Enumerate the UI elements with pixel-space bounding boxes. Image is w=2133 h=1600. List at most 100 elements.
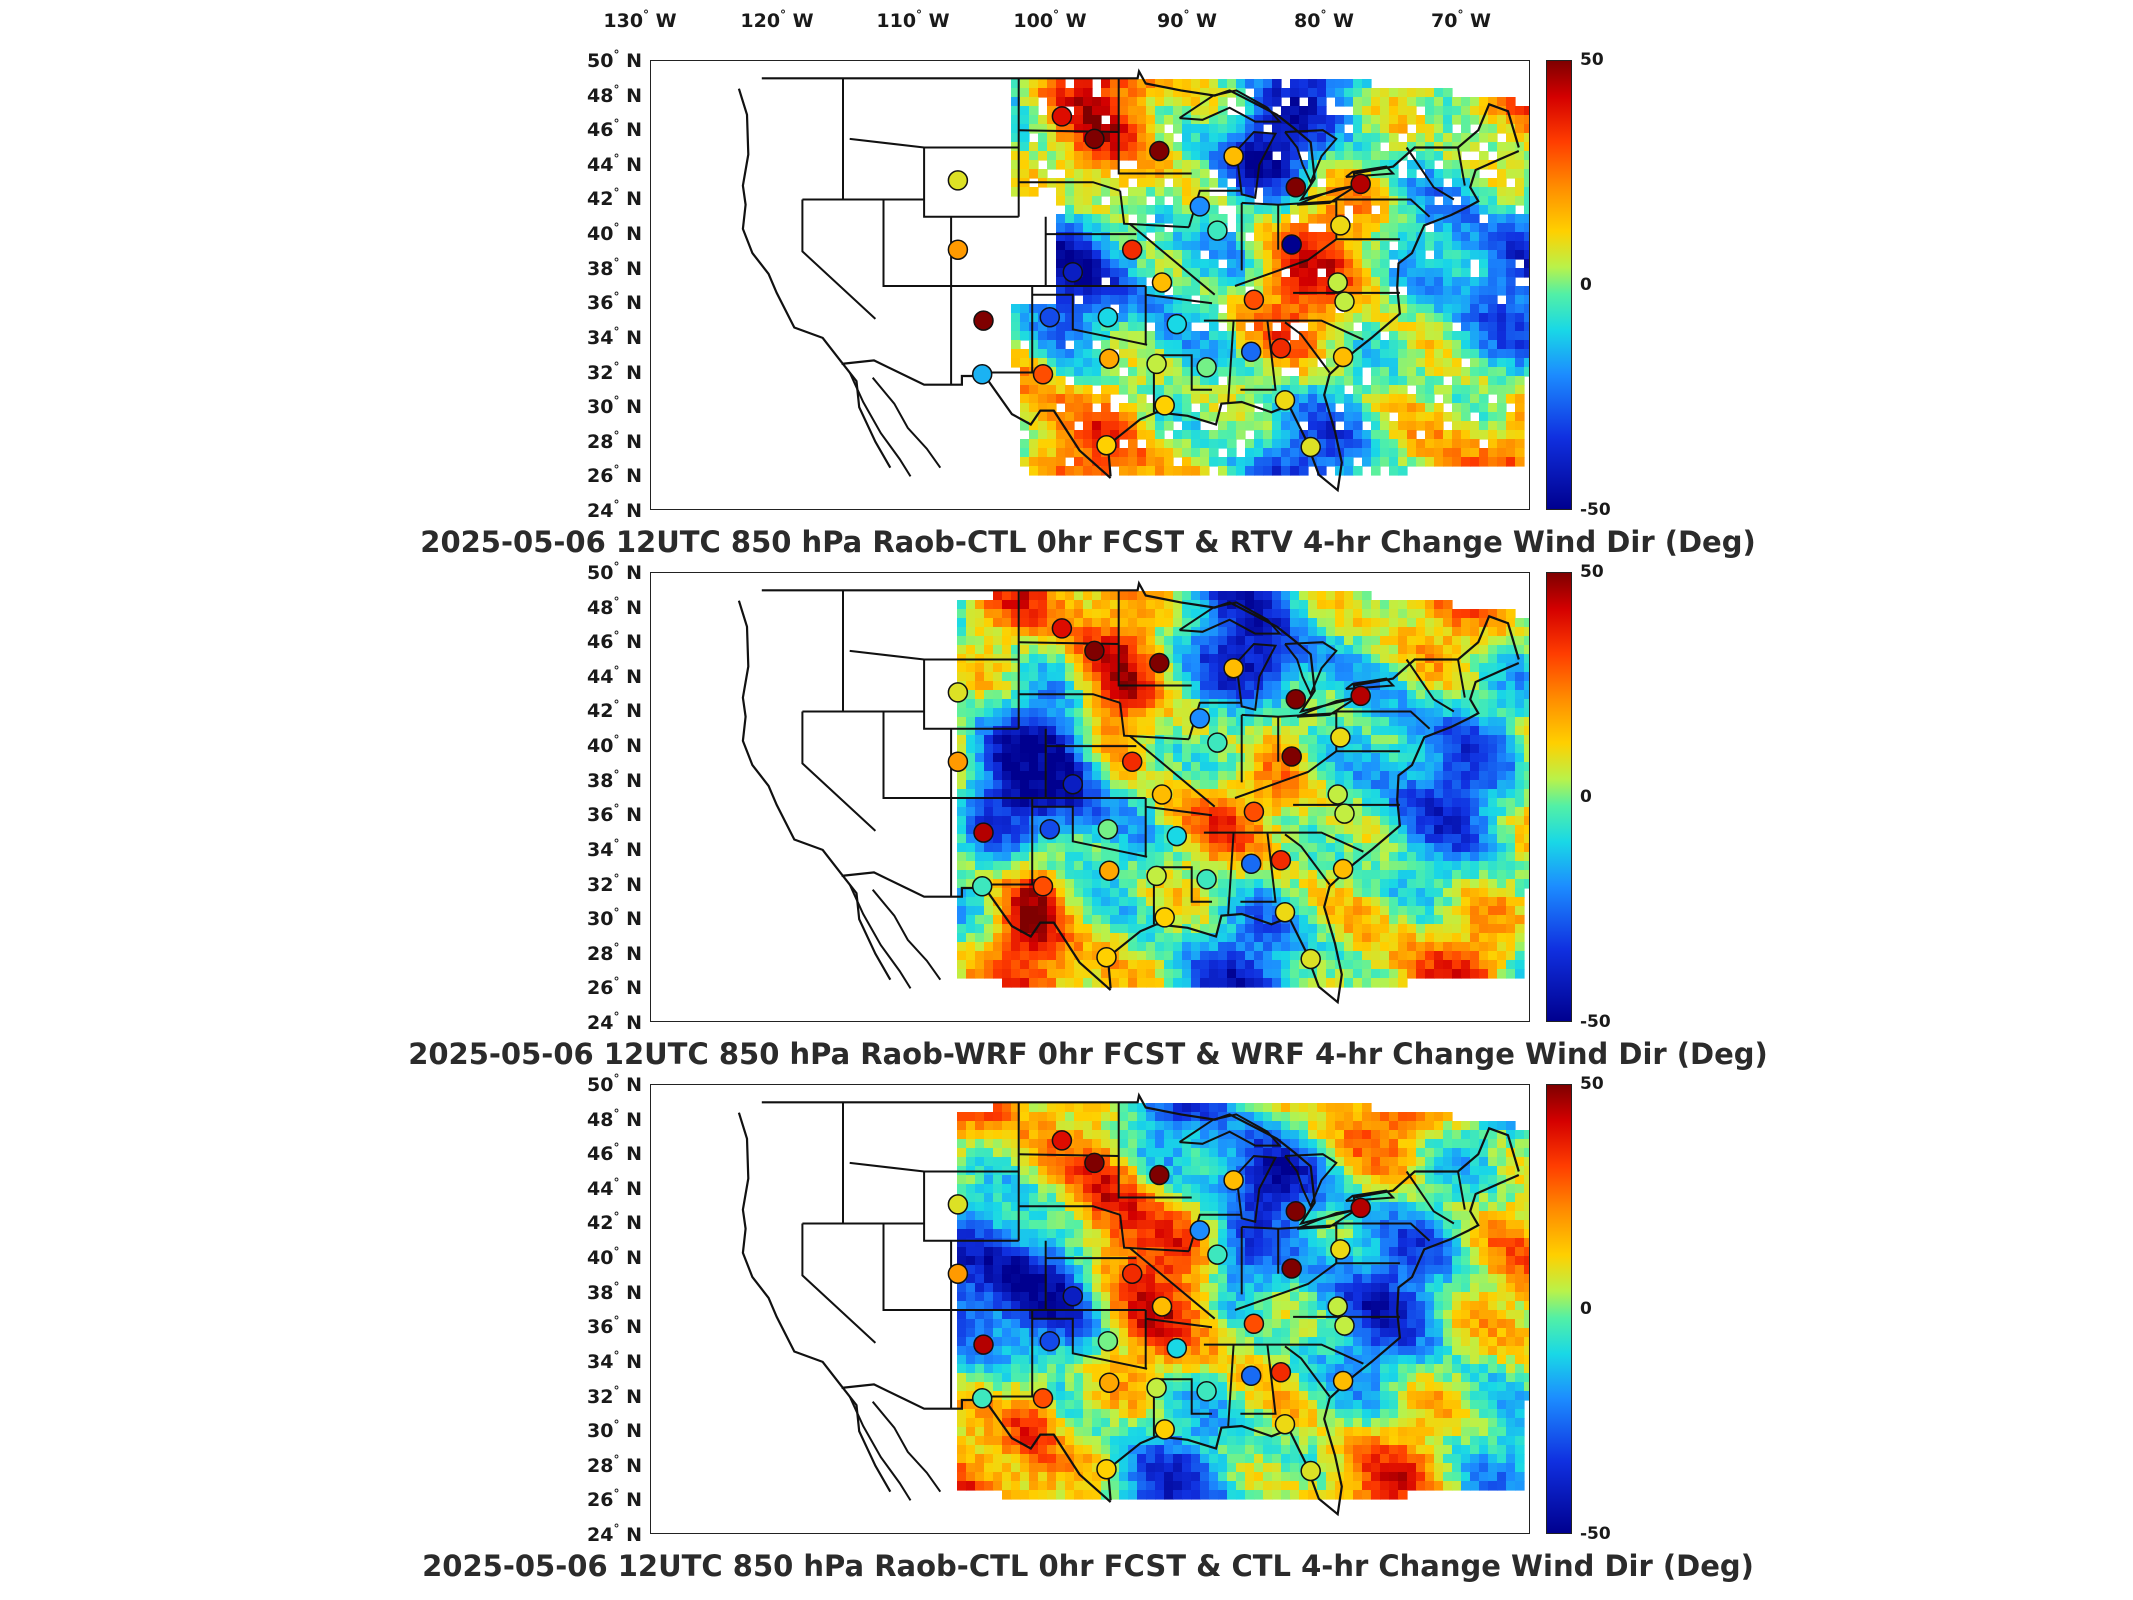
station-marker-epz [971,1388,993,1409]
station-marker-rnk [1327,784,1348,805]
lat-tick-label-middle-34: 34° N [587,836,642,861]
lat-tick-label-bottom-34: 34° N [587,1348,642,1373]
station-marker-tbw [1300,1460,1321,1482]
lat-tick-label-middle-28: 28° N [587,940,642,965]
station-marker-mpx [1149,140,1170,162]
lat-tick-label-middle-30: 30° N [587,906,642,931]
station-marker-tlh [1274,1413,1296,1435]
station-marker-lch [1154,395,1175,416]
station-marker-bna [1243,801,1265,823]
lat-tick-label-middle-42: 42° N [587,698,642,723]
lat-tick-label-top-48: 48° N [587,82,642,107]
raob-stations [947,1130,1371,1482]
station-marker-ddc [1062,773,1084,795]
lat-tick-label-top-28: 28° N [587,428,642,453]
station-marker-buf [1350,685,1371,707]
lat-tick-label-top-34: 34° N [587,324,642,349]
lat-tick-label-bottom-50: 50° N [587,1072,642,1096]
station-marker-lzk [1166,313,1188,335]
station-marker-grb [1223,145,1244,167]
station-marker-chs [1332,346,1354,368]
station-marker-iln [1281,234,1302,255]
station-marker-ffc [1270,338,1292,359]
station-marker-abr [1084,1152,1105,1174]
station-marker-lch [1154,907,1175,928]
station-marker-dvn [1189,708,1211,729]
station-marker-ama [1039,306,1061,328]
station-marker-epz [971,876,993,897]
station-marker-buf [1350,173,1371,195]
map-svg-top [737,68,1529,493]
station-marker-ilx [1207,732,1228,753]
station-marker-tbw [1300,436,1321,458]
station-marker-mpx [1149,1164,1170,1186]
lat-tick-label-top-44: 44° N [587,151,642,176]
lat-tick-label-top-50: 50° N [587,48,642,72]
station-marker-jan [1196,1381,1217,1402]
lat-tick-label-middle-38: 38° N [587,767,642,792]
station-marker-shv [1146,1377,1167,1399]
lat-tick-label-bottom-42: 42° N [587,1210,642,1235]
lat-tick-label-top-38: 38° N [587,255,642,280]
colorbar-label-mid-top: 0 [1580,275,1592,295]
wind-direction-change-field [957,1103,1529,1500]
lat-tick-label-top-24: 24° N [587,498,642,522]
station-marker-lch [1154,1419,1175,1440]
station-marker-top [1121,751,1143,772]
station-marker-gjt [947,751,969,772]
raob-stations [947,106,1371,458]
station-marker-jan [1196,869,1217,890]
lat-tick-label-bottom-40: 40° N [587,1245,642,1270]
station-marker-ddc [1062,261,1084,283]
lat-tick-label-middle-40: 40° N [587,733,642,758]
lat-tick-label-bottom-44: 44° N [587,1175,642,1200]
lat-tick-label-middle-32: 32° N [587,871,642,896]
station-marker-gjt [947,1263,969,1284]
lon-tick-label-80: 80° W [1293,8,1355,32]
station-marker-oun [1097,818,1119,840]
map-svg-middle [737,580,1529,1005]
station-marker-chs [1332,858,1354,880]
lat-tick-label-bottom-28: 28° N [587,1452,642,1477]
lat-tick-label-top-26: 26° N [587,463,642,488]
station-marker-sgf [1151,1296,1173,1317]
station-marker-rnk [1327,272,1348,293]
station-marker-dvn [1189,1220,1211,1241]
station-marker-lzk [1166,825,1188,847]
station-marker-ffc [1270,1362,1292,1383]
lat-tick-label-bottom-24: 24° N [587,1522,642,1546]
station-marker-sgf [1151,272,1173,293]
colorbar-bottom [1546,1084,1572,1534]
lat-tick-label-top-42: 42° N [587,186,642,211]
station-marker-tlh [1274,901,1296,923]
lat-tick-label-top-30: 30° N [587,394,642,419]
station-marker-fwd [1098,860,1120,881]
station-marker-ilx [1207,1244,1228,1265]
station-marker-gso [1334,1315,1355,1336]
lat-tick-label-top-32: 32° N [587,359,642,384]
wind-direction-change-field [957,591,1529,988]
lat-tick-label-middle-50: 50° N [587,560,642,584]
station-marker-crp [1096,946,1117,968]
station-marker-tbw [1300,948,1321,970]
lat-tick-label-bottom-38: 38° N [587,1279,642,1304]
station-marker-abq [973,822,994,843]
lon-tick-label-110: 110° W [876,8,950,32]
colorbar-label-mid-middle: 0 [1580,787,1592,807]
station-marker-fwd [1098,1372,1120,1393]
lat-tick-label-bottom-30: 30° N [587,1418,642,1443]
station-marker-ama [1039,818,1061,840]
station-marker-top [1121,239,1143,260]
station-marker-bis [1051,1130,1073,1151]
colorbar-top [1546,60,1572,510]
station-marker-bna [1243,1313,1265,1335]
station-marker-maf [1032,876,1054,897]
lat-tick-label-middle-48: 48° N [587,594,642,619]
station-marker-pit [1330,215,1351,236]
station-marker-top [1121,1263,1143,1284]
lat-tick-label-bottom-32: 32° N [587,1383,642,1408]
lon-tick-label-70: 70° W [1430,8,1492,32]
lat-tick-label-top-36: 36° N [587,290,642,315]
lat-tick-label-middle-26: 26° N [587,975,642,1000]
